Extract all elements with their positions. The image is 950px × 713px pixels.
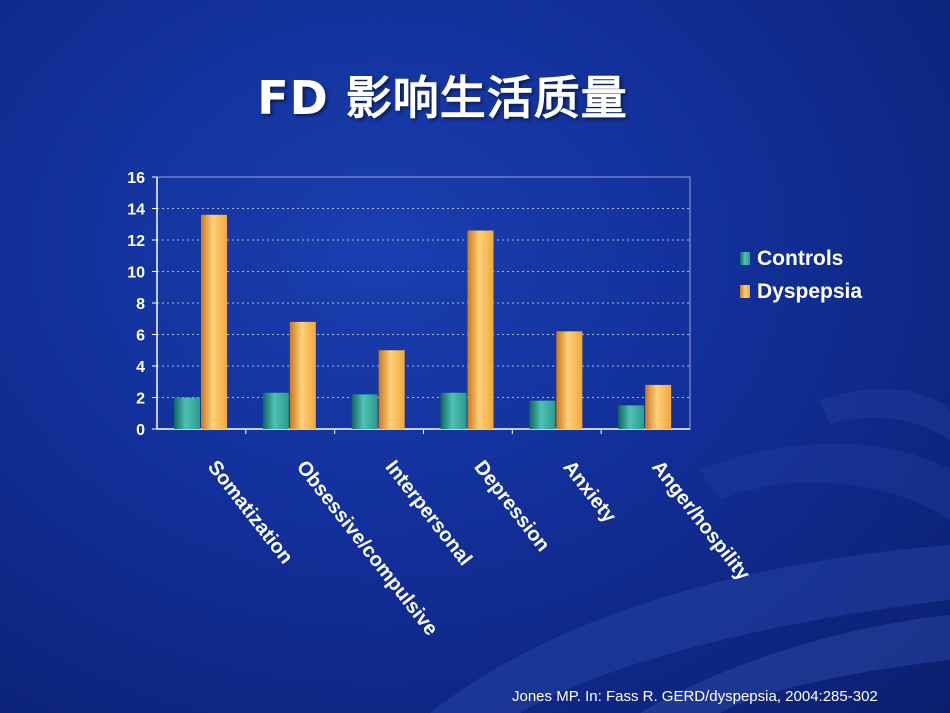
y-tick-label: 14 bbox=[127, 202, 145, 219]
y-tick-label: 2 bbox=[136, 391, 145, 408]
x-tick-label: Interpersonal bbox=[381, 457, 476, 570]
chart-legend: Controls Dyspepsia bbox=[740, 242, 862, 308]
legend-item-dyspepsia: Dyspepsia bbox=[740, 275, 862, 308]
y-tick-labels: 0 2 4 6 8 10 12 14 16 bbox=[127, 170, 145, 439]
x-tick-labels: SomatizationObsessive/compulsiveInterper… bbox=[203, 457, 755, 640]
bar-dyspepsia bbox=[378, 350, 405, 429]
bar-dyspepsia bbox=[467, 230, 494, 429]
y-tick-label: 16 bbox=[127, 170, 145, 187]
y-tick-label: 0 bbox=[136, 422, 145, 439]
source-citation: Jones MP. In: Fass R. GERD/dyspepsia, 20… bbox=[512, 688, 878, 705]
bar-controls bbox=[351, 394, 378, 429]
legend-swatch-controls bbox=[740, 252, 750, 265]
bar-controls bbox=[262, 392, 289, 429]
bars bbox=[174, 214, 672, 429]
bar-controls bbox=[529, 400, 556, 429]
axes bbox=[152, 176, 691, 434]
legend-item-controls: Controls bbox=[740, 242, 862, 275]
bar-dyspepsia bbox=[556, 331, 583, 429]
page-title: FD 影响生活质量 bbox=[257, 71, 628, 125]
bar-controls bbox=[440, 392, 467, 429]
x-tick-label: Anxiety bbox=[558, 457, 620, 528]
y-tick-label: 12 bbox=[127, 233, 145, 250]
bar-dyspepsia bbox=[645, 384, 672, 429]
bar-dyspepsia bbox=[201, 214, 227, 429]
x-tick-label: Anger/hospility bbox=[647, 457, 754, 586]
x-tick-label: Depression bbox=[470, 457, 554, 556]
bar-dyspepsia bbox=[289, 321, 316, 429]
y-tick-label: 10 bbox=[127, 265, 145, 282]
grid-lines bbox=[157, 176, 690, 398]
y-tick-label: 8 bbox=[136, 296, 145, 313]
legend-label-dyspepsia: Dyspepsia bbox=[757, 279, 863, 303]
x-tick-label: Somatization bbox=[203, 457, 297, 569]
y-tick-label: 4 bbox=[136, 359, 145, 376]
bar-controls bbox=[174, 397, 200, 429]
legend-label-controls: Controls bbox=[757, 246, 844, 270]
legend-swatch-dyspepsia bbox=[740, 285, 750, 298]
bar-controls bbox=[618, 405, 645, 429]
y-tick-label: 6 bbox=[136, 328, 145, 345]
